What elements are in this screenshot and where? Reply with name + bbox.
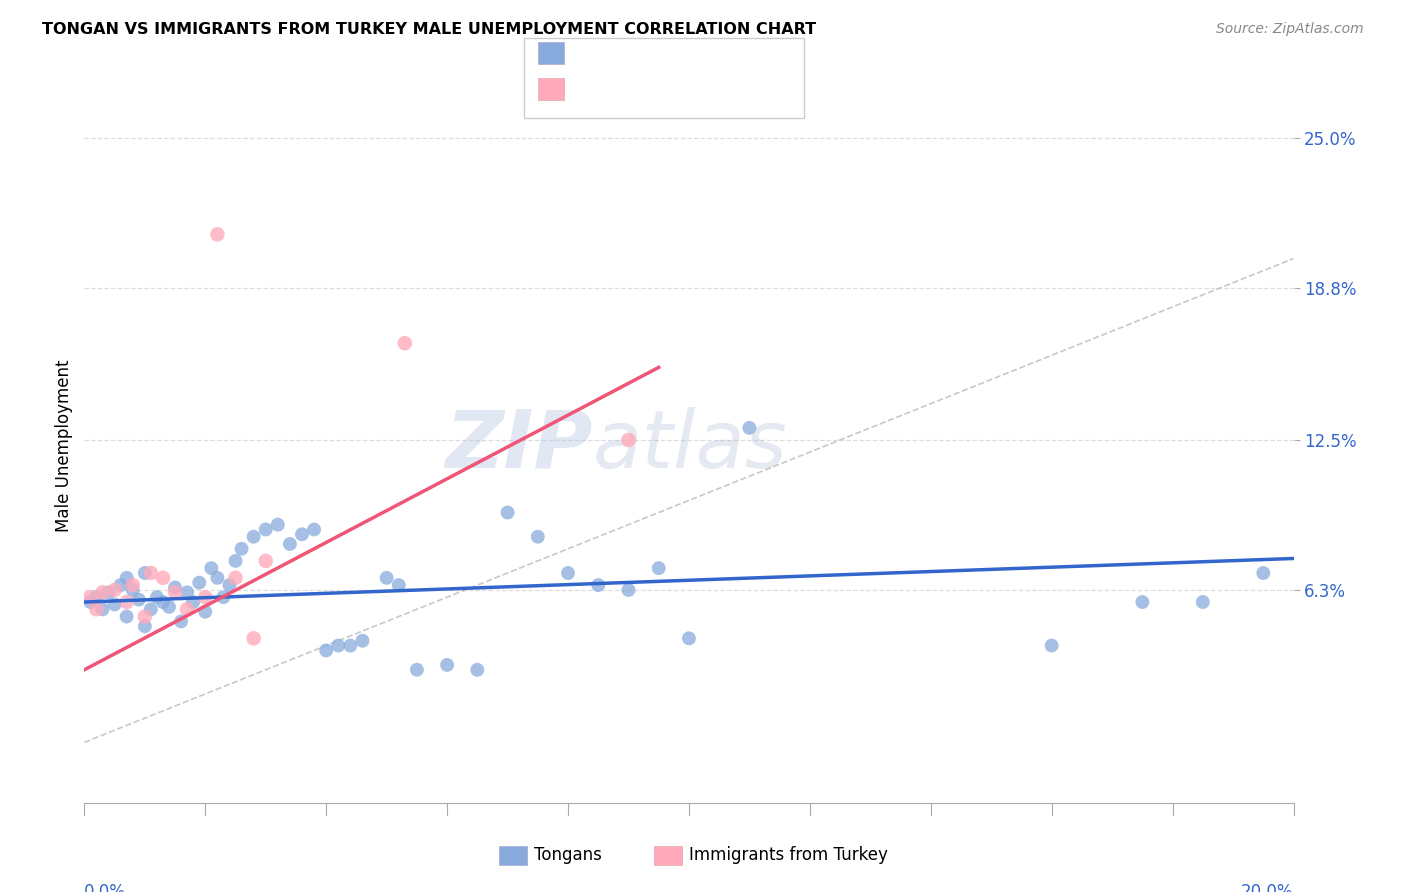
Point — [496, 506, 519, 520]
Text: 0.0%: 0.0% — [84, 882, 127, 892]
Point — [218, 578, 240, 592]
Point — [225, 554, 247, 568]
Point — [1192, 595, 1215, 609]
Point — [194, 605, 217, 619]
Point — [267, 517, 290, 532]
Point — [104, 598, 127, 612]
Point — [91, 602, 114, 616]
Point — [115, 595, 138, 609]
Text: ZIP: ZIP — [444, 407, 592, 485]
Point — [617, 433, 640, 447]
Point — [134, 566, 156, 580]
Point — [79, 590, 101, 604]
Point — [110, 578, 132, 592]
Point — [678, 632, 700, 646]
Text: 55: 55 — [721, 45, 747, 62]
Text: 0.486: 0.486 — [619, 80, 676, 98]
Text: R =: R = — [572, 80, 609, 98]
Point — [157, 599, 180, 614]
Point — [207, 227, 229, 242]
Point — [91, 585, 114, 599]
Point — [588, 578, 610, 592]
Point — [86, 602, 108, 616]
Point — [176, 585, 198, 599]
Point — [146, 590, 169, 604]
Point — [207, 571, 229, 585]
Point — [139, 566, 162, 580]
Text: N =: N = — [668, 80, 716, 98]
Point — [352, 633, 374, 648]
Point — [527, 530, 550, 544]
Point — [79, 595, 101, 609]
Point — [242, 632, 264, 646]
Point — [388, 578, 411, 592]
Point — [139, 602, 162, 616]
Point — [339, 639, 361, 653]
Point — [194, 590, 217, 604]
Point — [152, 571, 174, 585]
Text: Immigrants from Turkey: Immigrants from Turkey — [689, 847, 887, 864]
Point — [121, 578, 143, 592]
Text: 18: 18 — [721, 80, 747, 98]
Point — [1040, 639, 1063, 653]
Point — [302, 523, 325, 537]
Point — [242, 530, 264, 544]
Point — [1130, 595, 1153, 609]
Point — [254, 523, 277, 537]
Point — [467, 663, 489, 677]
Point — [278, 537, 301, 551]
Point — [225, 571, 247, 585]
Point — [104, 582, 127, 597]
Point — [648, 561, 671, 575]
Point — [291, 527, 314, 541]
Text: 0.181: 0.181 — [619, 45, 676, 62]
Point — [315, 643, 337, 657]
Point — [1253, 566, 1275, 580]
Point — [738, 421, 761, 435]
Point — [212, 590, 235, 604]
Point — [394, 336, 416, 351]
Point — [165, 585, 187, 599]
Point — [128, 592, 150, 607]
Point — [200, 561, 222, 575]
Point — [436, 657, 458, 672]
Point — [170, 615, 193, 629]
Point — [121, 582, 143, 597]
Point — [181, 595, 204, 609]
Point — [115, 571, 138, 585]
Text: R =: R = — [572, 45, 609, 62]
Point — [134, 619, 156, 633]
Point — [165, 581, 187, 595]
Text: 20.0%: 20.0% — [1241, 882, 1294, 892]
Point — [231, 541, 253, 556]
Point — [557, 566, 579, 580]
Text: Source: ZipAtlas.com: Source: ZipAtlas.com — [1216, 22, 1364, 37]
Point — [406, 663, 429, 677]
Text: N =: N = — [668, 45, 716, 62]
Point — [188, 575, 211, 590]
Point — [176, 602, 198, 616]
Point — [375, 571, 398, 585]
Point — [97, 585, 120, 599]
Point — [86, 590, 108, 604]
Point — [134, 609, 156, 624]
Point — [152, 595, 174, 609]
Point — [328, 639, 350, 653]
Point — [617, 582, 640, 597]
Text: atlas: atlas — [592, 407, 787, 485]
Y-axis label: Male Unemployment: Male Unemployment — [55, 359, 73, 533]
Text: TONGAN VS IMMIGRANTS FROM TURKEY MALE UNEMPLOYMENT CORRELATION CHART: TONGAN VS IMMIGRANTS FROM TURKEY MALE UN… — [42, 22, 817, 37]
Text: Tongans: Tongans — [534, 847, 602, 864]
Point — [254, 554, 277, 568]
Point — [115, 609, 138, 624]
